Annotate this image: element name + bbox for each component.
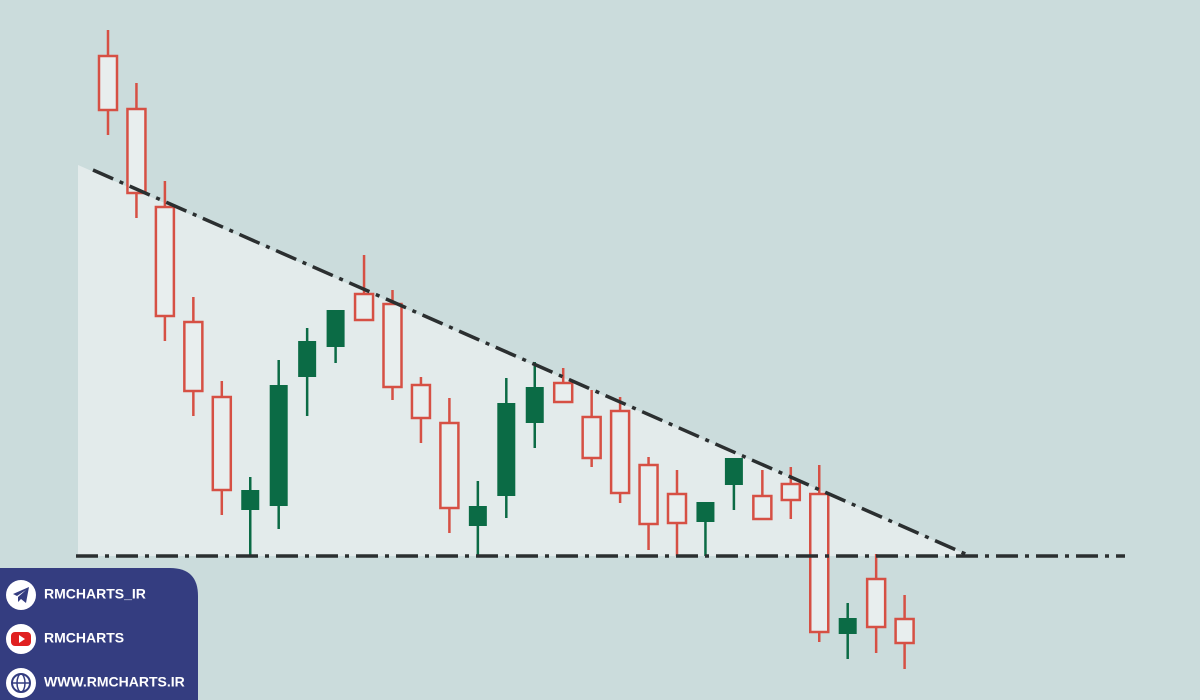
candle-body bbox=[410, 383, 432, 420]
candle-body bbox=[780, 482, 802, 502]
candle-body bbox=[666, 492, 688, 525]
candle-body bbox=[298, 341, 317, 377]
youtube-icon bbox=[6, 624, 36, 654]
candle-body bbox=[724, 458, 743, 485]
candle-body bbox=[326, 310, 345, 347]
social-panel bbox=[0, 568, 198, 700]
candle-body bbox=[154, 205, 176, 318]
candle-body bbox=[497, 403, 516, 496]
telegram-icon bbox=[6, 580, 36, 610]
candle-body bbox=[638, 463, 659, 526]
candle-body bbox=[353, 292, 375, 322]
candle-body bbox=[269, 385, 288, 506]
social-youtube: RMCHARTS bbox=[44, 630, 124, 646]
candle-body bbox=[809, 492, 830, 634]
candle-body bbox=[838, 618, 857, 634]
candle-body bbox=[439, 421, 460, 510]
candle-body bbox=[241, 490, 260, 510]
candle-body bbox=[97, 54, 119, 112]
candle-body bbox=[581, 415, 602, 460]
social-telegram: RMCHARTS_IR bbox=[44, 586, 146, 602]
candles bbox=[97, 30, 915, 669]
candle-body bbox=[183, 320, 204, 393]
candle-body bbox=[609, 409, 631, 495]
candle-body bbox=[126, 107, 147, 195]
candle-body bbox=[752, 494, 773, 521]
candle-body bbox=[525, 387, 544, 423]
social-website: WWW.RMCHARTS.IR bbox=[44, 674, 185, 690]
web-icon bbox=[6, 668, 36, 698]
candle-body bbox=[865, 577, 887, 629]
candle-body bbox=[552, 381, 574, 404]
candle-body bbox=[211, 395, 233, 492]
candle-body bbox=[382, 302, 403, 389]
candle-body bbox=[696, 502, 715, 522]
candle-body bbox=[894, 617, 915, 645]
candle-body bbox=[468, 506, 487, 526]
